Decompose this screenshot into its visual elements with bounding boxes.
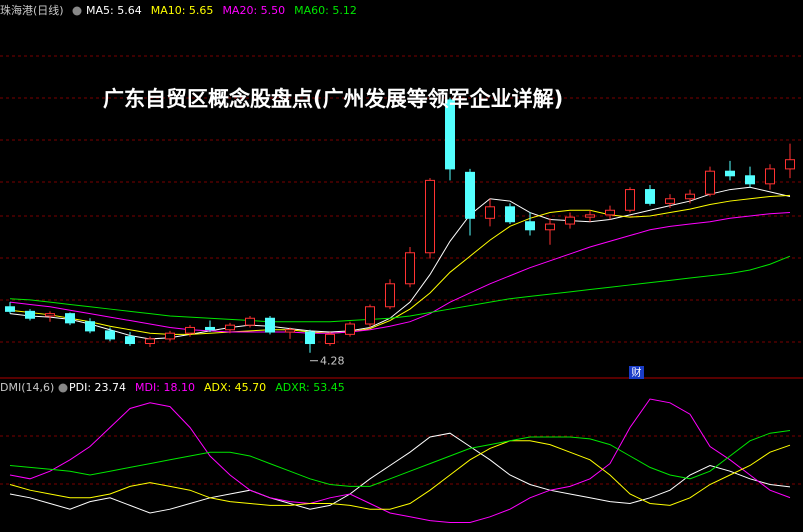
- candle-body: [265, 317, 275, 333]
- low-label: 4.28: [320, 355, 345, 368]
- legend-entry: ADX: 45.70: [204, 381, 266, 394]
- candle-body: [405, 252, 415, 285]
- candle-body: [205, 326, 215, 331]
- candle-body: [365, 306, 375, 325]
- candle-body: [145, 338, 155, 345]
- candle-body: [705, 170, 715, 195]
- finance-icon[interactable]: [629, 366, 644, 379]
- legend-entry: MA10: 5.65: [151, 4, 214, 17]
- indicator-line: [9, 429, 791, 487]
- candle-body: [25, 310, 35, 319]
- legend-entry: ADXR: 53.45: [275, 381, 345, 394]
- candle-body: [665, 198, 675, 204]
- headline: 广东自贸区概念股盘点(广州发展等领军企业详解): [103, 87, 563, 111]
- candle-body: [65, 313, 75, 324]
- candle-body: [325, 333, 335, 345]
- finance-icon-label[interactable]: 财: [632, 366, 642, 379]
- candle-body: [85, 321, 95, 332]
- candle-body: [485, 206, 495, 219]
- legend-entry: MA20: 5.50: [222, 4, 285, 17]
- indicator-line: [9, 432, 791, 514]
- indicator-line: [9, 398, 791, 523]
- candle-body: [345, 323, 355, 335]
- candle-body: [425, 179, 435, 254]
- settings-icon[interactable]: [58, 383, 68, 393]
- candle-body: [685, 193, 695, 200]
- legend-entry: MDI: 18.10: [135, 381, 195, 394]
- candle-body: [185, 326, 195, 334]
- candle-body: [465, 171, 475, 219]
- candle-body: [525, 221, 535, 231]
- ma-line: [9, 255, 791, 323]
- legend-entry: PDI: 23.74: [69, 381, 126, 394]
- candle-body: [625, 189, 635, 211]
- ma-line: [9, 212, 791, 334]
- marks: 4.28: [5, 97, 795, 523]
- legend-entry: MA5: 5.64: [86, 4, 142, 17]
- candle-body: [785, 159, 795, 170]
- ma-line: [9, 194, 791, 335]
- candle-body: [645, 189, 655, 204]
- candle-body: [745, 175, 755, 185]
- candle-body: [225, 324, 235, 331]
- candle-body: [385, 283, 395, 308]
- candle-body: [545, 223, 555, 231]
- candle-body: [105, 330, 115, 340]
- candle-body: [505, 206, 515, 223]
- settings-icon[interactable]: [72, 6, 82, 16]
- indicator-line: [9, 440, 791, 510]
- candle-body: [245, 317, 255, 326]
- candle-body: [45, 313, 55, 317]
- candle-body: [605, 209, 615, 216]
- chart-title: 珠海港(日线): [0, 3, 64, 17]
- legend-entry: MA60: 5.12: [294, 4, 357, 17]
- candle-body: [125, 336, 135, 345]
- candle-body: [725, 170, 735, 177]
- candle-body: [5, 306, 15, 312]
- candle-body: [305, 331, 315, 345]
- candle-body: [565, 216, 575, 225]
- candle-body: [285, 329, 295, 333]
- candle-body: [165, 332, 175, 340]
- ma-line: [9, 186, 791, 340]
- candle-body: [585, 214, 595, 218]
- indicator-title: DMI(14,6): [0, 381, 54, 394]
- candle-body: [445, 99, 455, 170]
- candle-body: [765, 168, 775, 185]
